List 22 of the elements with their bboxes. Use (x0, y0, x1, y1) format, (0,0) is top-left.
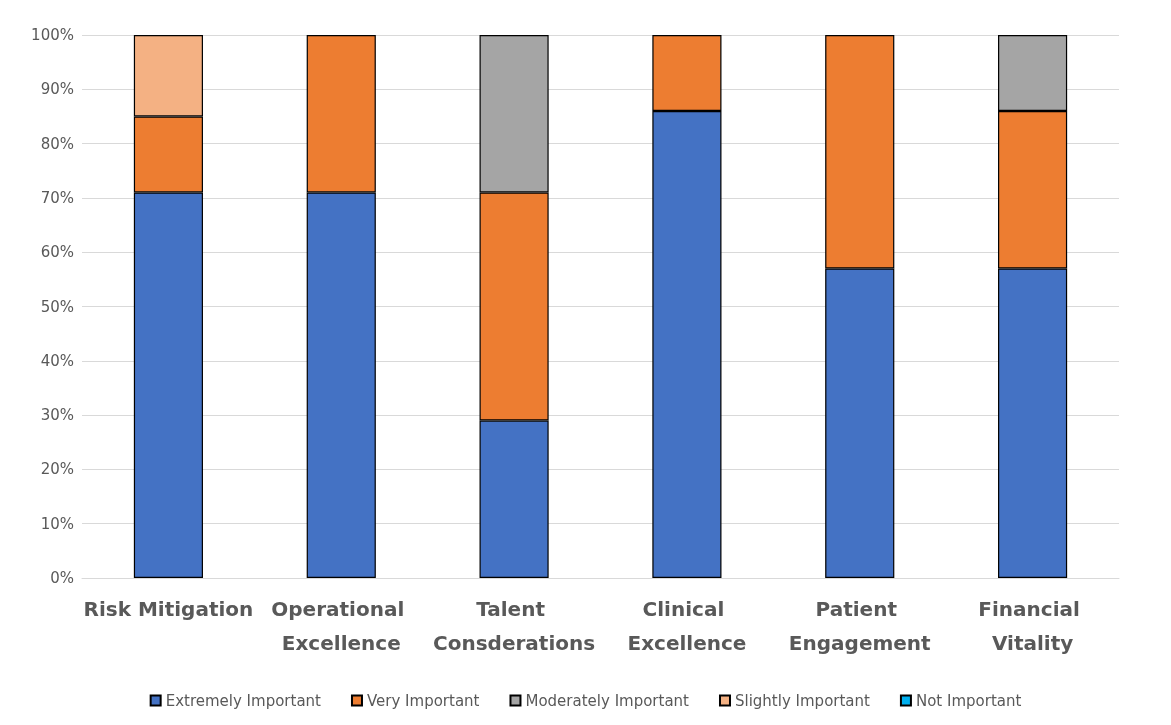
legend-label: Extremely Important (165, 691, 322, 710)
x-tick-label: Patient Engagement (788, 597, 932, 655)
y-tick-label: 0% (50, 569, 74, 587)
y-tick-label: 80% (40, 134, 74, 153)
y-tick-label: 70% (40, 188, 74, 207)
x-tick-label: Talent Consderations (433, 597, 596, 655)
y-tick-label: 100% (31, 26, 74, 44)
y-tick-label: 10% (40, 514, 74, 533)
y-tick-label: 30% (40, 406, 74, 425)
legend-label: Moderately Important (525, 691, 690, 710)
y-tick-label: 40% (40, 351, 74, 370)
y-tick-label: 20% (40, 460, 74, 479)
x-tick-label: Financial Vitality (978, 597, 1087, 655)
x-tick-label: Operational Excellence (271, 597, 412, 655)
y-tick-label: 50% (40, 297, 74, 316)
legend-label: Slightly Important (734, 691, 871, 710)
legend-label: Very Important (366, 691, 480, 710)
x-tick-label: Clinical Excellence (627, 597, 747, 655)
x-tick-label: Risk Mitigation (83, 597, 254, 621)
y-tick-label: 90% (40, 80, 74, 99)
legend-label: Not Important (915, 691, 1022, 710)
y-tick-label: 60% (40, 243, 74, 262)
